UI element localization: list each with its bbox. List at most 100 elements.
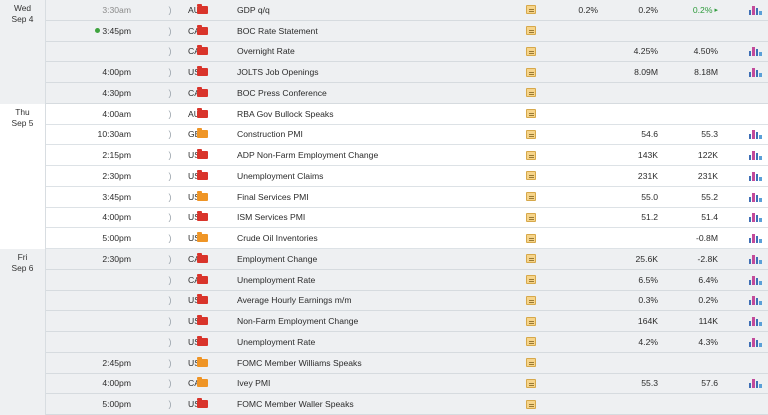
details-note-icon[interactable] [524, 353, 538, 373]
details-note-icon[interactable] [524, 374, 538, 394]
impact-folder-icon[interactable] [196, 291, 208, 311]
bell-icon[interactable]: ) [168, 170, 172, 181]
chart-icon[interactable] [748, 125, 762, 145]
chart-icon[interactable] [748, 187, 762, 207]
impact-folder-icon[interactable] [196, 21, 208, 41]
details-note-icon[interactable] [524, 208, 538, 228]
impact-folder-icon[interactable] [196, 166, 208, 186]
bell-icon[interactable]: ) [168, 399, 172, 410]
event-title[interactable]: Construction PMI [237, 129, 303, 140]
bell-icon[interactable]: ) [168, 253, 172, 264]
event-row[interactable]: 2:15pm) USD ADP Non-Farm Employment Change… [46, 145, 768, 166]
impact-folder-icon[interactable] [196, 145, 208, 165]
event-row[interactable]: 3:30am)AUDGDP q/q0.2%0.2%0.2%▸ [46, 0, 768, 21]
details-note-icon[interactable] [524, 311, 538, 331]
bell-icon[interactable]: ) [168, 25, 172, 36]
chart-icon[interactable] [748, 62, 762, 82]
event-title[interactable]: Employment Change [237, 253, 318, 264]
impact-folder-icon[interactable] [196, 62, 208, 82]
event-title[interactable]: Unemployment Claims [237, 170, 324, 181]
chart-icon[interactable] [748, 291, 762, 311]
details-note-icon[interactable] [524, 62, 538, 82]
event-row[interactable]: 4:30pm) CAD BOC Press Conference [46, 83, 768, 104]
impact-folder-icon[interactable] [196, 104, 208, 124]
chart-icon[interactable] [748, 208, 762, 228]
event-row[interactable]: 5:00pm) USD FOMC Member Waller Speaks [46, 394, 768, 415]
chart-icon[interactable] [748, 166, 762, 186]
event-title[interactable]: FOMC Member Williams Speaks [237, 357, 362, 368]
event-title[interactable]: RBA Gov Bullock Speaks [237, 108, 334, 119]
bell-icon[interactable]: ) [168, 316, 172, 327]
event-row[interactable]: 4:00am) AUD RBA Gov Bullock Speaks [46, 104, 768, 125]
details-note-icon[interactable] [524, 21, 538, 41]
details-note-icon[interactable] [524, 83, 538, 103]
event-title[interactable]: FOMC Member Waller Speaks [237, 399, 354, 410]
impact-folder-icon[interactable] [196, 187, 208, 207]
details-note-icon[interactable] [524, 104, 538, 124]
bell-icon[interactable]: ) [168, 87, 172, 98]
event-row[interactable]: ) CAD Overnight Rate 4.25% 4.50% [46, 42, 768, 63]
chart-icon[interactable] [748, 270, 762, 290]
bell-icon[interactable]: ) [168, 233, 172, 244]
bell-icon[interactable]: ) [168, 108, 172, 119]
bell-icon[interactable]: ) [168, 150, 172, 161]
event-row[interactable]: 2:30pm) USD Unemployment Claims 231K 231K [46, 166, 768, 187]
event-row[interactable]: 2:45pm) USD FOMC Member Williams Speaks [46, 353, 768, 374]
chart-icon[interactable] [748, 0, 762, 20]
bell-icon[interactable]: ) [168, 378, 172, 389]
impact-folder-icon[interactable] [196, 83, 208, 103]
event-title[interactable]: Overnight Rate [237, 46, 295, 57]
chart-icon[interactable] [748, 394, 762, 414]
bell-icon[interactable]: ) [168, 336, 172, 347]
event-row[interactable]: 3:45pm) CAD BOC Rate Statement [46, 21, 768, 42]
impact-folder-icon[interactable] [196, 374, 208, 394]
event-row[interactable]: ) CAD Unemployment Rate 6.5% 6.4% [46, 270, 768, 291]
event-row[interactable]: 5:00pm) USD Crude Oil Inventories -0.8M [46, 228, 768, 249]
impact-folder-icon[interactable] [196, 42, 208, 62]
chart-icon[interactable] [748, 145, 762, 165]
event-title[interactable]: JOLTS Job Openings [237, 67, 319, 78]
impact-folder-icon[interactable] [196, 228, 208, 248]
event-row[interactable]: ) USD Average Hourly Earnings m/m 0.3% 0.2% [46, 291, 768, 312]
impact-folder-icon[interactable] [196, 249, 208, 269]
impact-folder-icon[interactable] [196, 394, 208, 414]
event-title[interactable]: GDP q/q [237, 4, 270, 15]
event-title[interactable]: BOC Rate Statement [237, 25, 318, 36]
event-title[interactable]: Unemployment Rate [237, 274, 316, 285]
event-title[interactable]: ISM Services PMI [237, 212, 306, 223]
bell-icon[interactable]: ) [168, 212, 172, 223]
details-note-icon[interactable] [524, 394, 538, 414]
bell-icon[interactable]: ) [168, 191, 172, 202]
event-title[interactable]: Unemployment Rate [237, 336, 316, 347]
impact-folder-icon[interactable] [196, 208, 208, 228]
event-title[interactable]: Average Hourly Earnings m/m [237, 295, 352, 306]
revised-icon[interactable]: ▸ [714, 6, 718, 14]
details-note-icon[interactable] [524, 125, 538, 145]
event-title[interactable]: Crude Oil Inventories [237, 233, 318, 244]
details-note-icon[interactable] [524, 166, 538, 186]
chart-icon[interactable] [748, 42, 762, 62]
event-row[interactable]: 10:30am) GBP Construction PMI 54.6 55.3 [46, 125, 768, 146]
chart-icon[interactable] [748, 249, 762, 269]
details-note-icon[interactable] [524, 332, 538, 352]
details-note-icon[interactable] [524, 42, 538, 62]
chart-icon[interactable] [748, 353, 762, 373]
details-note-icon[interactable] [524, 0, 538, 20]
event-title[interactable]: Final Services PMI [237, 191, 309, 202]
details-note-icon[interactable] [524, 270, 538, 290]
chart-icon[interactable] [748, 228, 762, 248]
details-note-icon[interactable] [524, 145, 538, 165]
impact-folder-icon[interactable] [196, 270, 208, 290]
event-title[interactable]: ADP Non-Farm Employment Change [237, 150, 379, 161]
event-row[interactable]: ) USD Unemployment Rate 4.2% 4.3% [46, 332, 768, 353]
event-row[interactable]: 3:45pm) USD Final Services PMI 55.0 55.2 [46, 187, 768, 208]
bell-icon[interactable]: ) [168, 357, 172, 368]
chart-icon[interactable] [748, 104, 762, 124]
impact-folder-icon[interactable] [196, 125, 208, 145]
event-title[interactable]: BOC Press Conference [237, 87, 327, 98]
bell-icon[interactable]: ) [168, 129, 172, 140]
bell-icon[interactable]: ) [168, 274, 172, 285]
details-note-icon[interactable] [524, 249, 538, 269]
event-row[interactable]: ) USD Non-Farm Employment Change 164K 114K [46, 311, 768, 332]
event-title[interactable]: Non-Farm Employment Change [237, 316, 359, 327]
